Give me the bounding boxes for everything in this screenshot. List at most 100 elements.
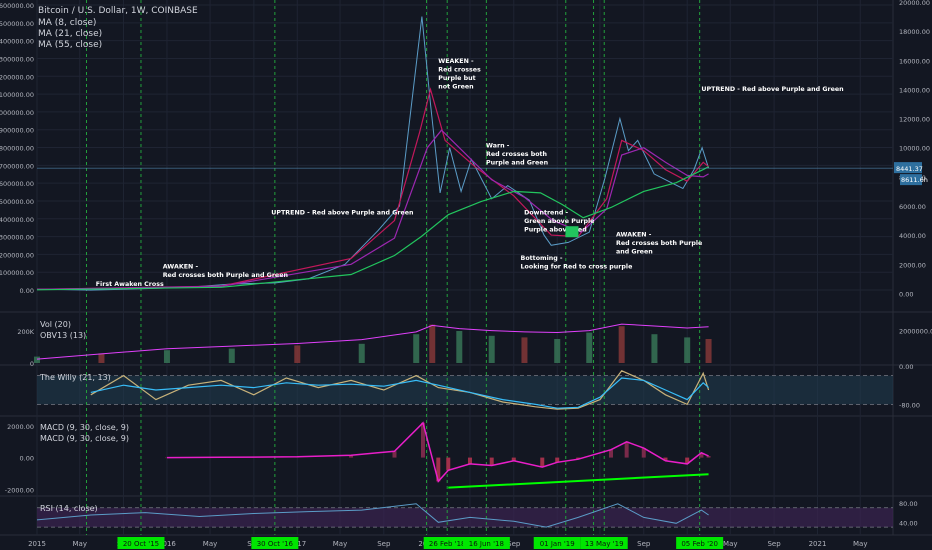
willy-label[interactable]: The Willy (21, 13) xyxy=(39,373,111,382)
time-highlight-label: 01 Jan '19 xyxy=(540,540,575,548)
time-axis-tick: May xyxy=(853,540,867,548)
volume-bar xyxy=(456,331,463,363)
macd-histogram-bar xyxy=(392,451,397,458)
willy-band xyxy=(37,375,893,405)
series-line-ma-8-close- xyxy=(36,87,709,290)
rsi-label[interactable]: RSI (14, close) xyxy=(40,504,98,513)
time-axis-tick: 2016 xyxy=(158,540,176,548)
time-axis-tick: Sep xyxy=(637,540,651,548)
right-axis-tick: 6000.00 xyxy=(899,203,926,211)
time-axis-tick: May xyxy=(72,540,86,548)
macd-histogram-bar xyxy=(555,457,560,463)
left-axis-tick: 400000.00 xyxy=(0,216,34,224)
annotation-text: Downtrend - xyxy=(524,210,568,217)
rsi-axis-tick: 80.00 xyxy=(899,500,918,508)
annotation-text: Purple but xyxy=(438,75,475,82)
macd-histogram-bar xyxy=(489,457,494,466)
annotation-text: Purple above Red xyxy=(524,227,587,234)
left-axis-tick: 500000.00 xyxy=(0,198,34,206)
time-axis-tick: Sep xyxy=(507,540,521,548)
price-label: 8441.37 xyxy=(896,165,923,173)
time-highlight-label: 16 Jun '18 xyxy=(469,540,504,548)
annotation-text: Green above Purple xyxy=(524,218,594,225)
right-axis-tick: 20000.00 xyxy=(899,0,930,7)
macd-histogram-bar xyxy=(511,457,516,461)
left-axis-tick: 1300000.00 xyxy=(0,55,34,63)
left-axis-tick: 300000.00 xyxy=(0,234,34,242)
willy-axis-tick: -80.00 xyxy=(899,401,920,409)
macd-histogram-bar xyxy=(349,455,354,458)
macd-label-2[interactable]: MACD (9, 30, close, 9) xyxy=(40,434,129,443)
annotation-text: UPTREND - Red above Purple and Green xyxy=(701,86,843,93)
volume-bar xyxy=(98,353,105,363)
ma-21-label[interactable]: MA (21, close) xyxy=(38,29,102,39)
annotation-text: Warn - xyxy=(486,143,510,150)
time-highlight-box xyxy=(533,537,581,549)
rsi-axis-tick: 40.00 xyxy=(899,519,918,527)
left-axis-tick: 600000.00 xyxy=(0,180,34,188)
right-axis-tick: 16000.00 xyxy=(899,57,930,65)
time-axis-tick: 2015 xyxy=(28,540,46,548)
volume-bar xyxy=(651,334,658,363)
series-layer xyxy=(34,16,893,528)
vol-label[interactable]: Vol (20) xyxy=(40,320,71,329)
macd-histogram-bar xyxy=(446,457,451,471)
volume-axis-tick: 200K xyxy=(17,328,34,336)
left-axis-tick: 200000.00 xyxy=(0,251,34,259)
ma-8-label[interactable]: MA (8, close) xyxy=(38,18,96,28)
time-highlight-box xyxy=(423,537,471,549)
right-axis-tick: 2000.00 xyxy=(899,261,926,269)
ma-55-label[interactable]: MA (55, close) xyxy=(38,40,102,50)
macd-histogram-bar xyxy=(420,422,425,458)
right-axis-tick: 0.00 xyxy=(899,290,913,298)
left-axis-tick: 100000.00 xyxy=(0,269,34,277)
left-axis-tick: 0.00 xyxy=(20,287,34,295)
grid-layer xyxy=(0,0,932,536)
right-axis-tick: 10000.00 xyxy=(899,145,930,153)
annotation-text: Red crosses both Purple and Green xyxy=(163,272,288,279)
annotation-text: Red crosses xyxy=(438,67,481,74)
time-highlight-box xyxy=(580,537,628,549)
time-axis-tick: May xyxy=(203,540,217,548)
time-axis-tick: Sep xyxy=(377,540,391,548)
volume-bar xyxy=(358,343,365,363)
macd-histogram-bar xyxy=(685,457,690,464)
volume-bar xyxy=(413,334,420,363)
macd-histogram-bar xyxy=(641,448,646,458)
vertical-markers xyxy=(85,0,701,535)
left-axis-tick: 1400000.00 xyxy=(0,38,34,46)
annotation-text: AWAKEN - xyxy=(616,232,652,239)
left-axis-tick: 800000.00 xyxy=(0,145,34,153)
macd-label-1[interactable]: MACD (9, 30, close, 9) xyxy=(40,423,129,432)
left-axis-tick: 1200000.00 xyxy=(0,73,34,81)
rsi-line xyxy=(36,503,709,528)
annotation-text: Red crosses both xyxy=(486,151,547,158)
macd-histogram-bar xyxy=(699,452,704,458)
price-label-2: 8611.6h xyxy=(901,176,928,184)
obv-label[interactable]: OBV13 (13) xyxy=(40,331,86,340)
time-highlight-label: 30 Oct '16 xyxy=(257,540,294,548)
volume-axis-tick: 0 xyxy=(30,360,34,368)
obv-axis-tick: 2000000.00 xyxy=(899,328,932,336)
volume-bar xyxy=(34,356,40,363)
macd-histogram-bar xyxy=(608,449,613,458)
volume-bar xyxy=(684,337,691,363)
rsi-band xyxy=(37,507,893,528)
time-highlight-label: 26 Feb '18 xyxy=(429,540,466,548)
time-axis-tick: Sep xyxy=(767,540,781,548)
time-highlight-box xyxy=(117,537,165,549)
macd-trendline xyxy=(448,473,709,489)
macd-histogram-bar xyxy=(467,457,472,464)
time-highlight-label: 05 Feb '20 xyxy=(681,540,718,548)
annotation-text: UPTREND - Red above Purple and Green xyxy=(271,210,413,217)
time-highlight-label: 13 May '19 xyxy=(585,540,624,548)
volume-bar xyxy=(488,335,495,363)
macd-histogram-bar xyxy=(706,456,711,458)
time-axis-tick: 2021 xyxy=(809,540,827,548)
right-axis-tick: 18000.00 xyxy=(899,28,930,36)
annotation-text: Red crosses both Purple xyxy=(616,240,702,247)
